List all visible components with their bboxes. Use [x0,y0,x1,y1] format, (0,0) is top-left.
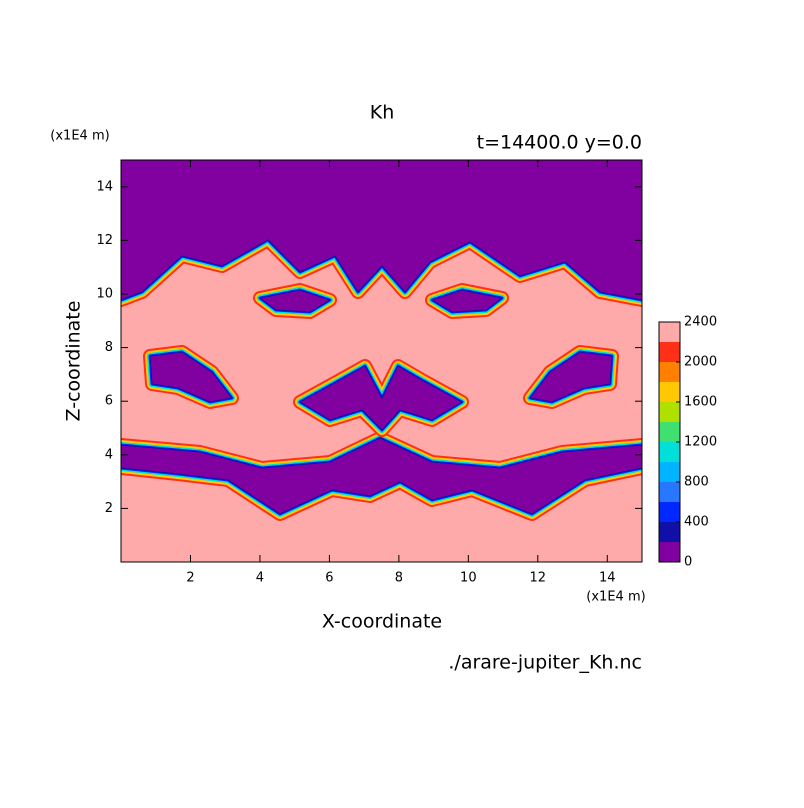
colorbar-swatch [659,382,680,402]
colorbar-swatch [659,522,680,542]
colorbar-tick-label: 2000 [684,355,717,370]
colorbar-tick-label: 1200 [684,435,717,450]
plot-frame [120,159,643,563]
colorbar-tick-label: 0 [684,555,692,570]
x-tick-label: 8 [395,571,403,586]
y-tick-label: 8 [105,340,113,355]
y-axis-label: Z-coordinate [63,301,85,422]
x-unit: (x1E4 m) [586,590,645,605]
colorbar-swatch [659,482,680,502]
colorbar-swatch [659,422,680,442]
contour-region [430,289,504,313]
contour-region [120,159,643,301]
colorbar-tick-label: 800 [684,475,709,490]
contour-region [258,289,332,313]
colorbar-swatch [659,322,680,342]
x-tick-label: 12 [530,571,547,586]
contour-region [529,351,613,403]
colorbar-swatch [659,462,680,482]
colorbar-tick-label: 2400 [684,315,717,330]
y-tick-label: 6 [105,394,113,409]
colorbar-swatch [659,442,680,462]
y-tick-label: 12 [96,233,113,248]
x-tick-label: 6 [325,571,333,586]
y-unit: (x1E4 m) [50,129,109,144]
chart-title: Kh [370,102,395,124]
chart-subtitle: t=14400.0 y=0.0 [477,132,642,154]
x-axis-label: X-coordinate [322,611,442,633]
contour-region [298,365,464,431]
x-tick-label: 10 [460,571,477,586]
contour-region [120,437,643,515]
x-tick-label: 2 [186,571,194,586]
y-tick-label: 10 [96,287,113,302]
x-tick-label: 4 [256,571,264,586]
y-tick-label: 14 [96,179,113,194]
colorbar-tick-label: 1600 [684,395,717,410]
colorbar-swatch [659,542,680,562]
colorbar-swatch [659,502,680,522]
file-name: ./arare-jupiter_Kh.nc [448,652,642,674]
colorbar-tick-label: 400 [684,515,709,530]
contour-region [149,351,233,403]
y-tick-label: 2 [105,501,113,516]
colorbar-swatch [659,402,680,422]
colorbar-swatch [659,362,680,382]
x-tick-label: 14 [599,571,616,586]
colorbar-swatch [659,342,680,362]
y-tick-label: 4 [105,447,113,462]
